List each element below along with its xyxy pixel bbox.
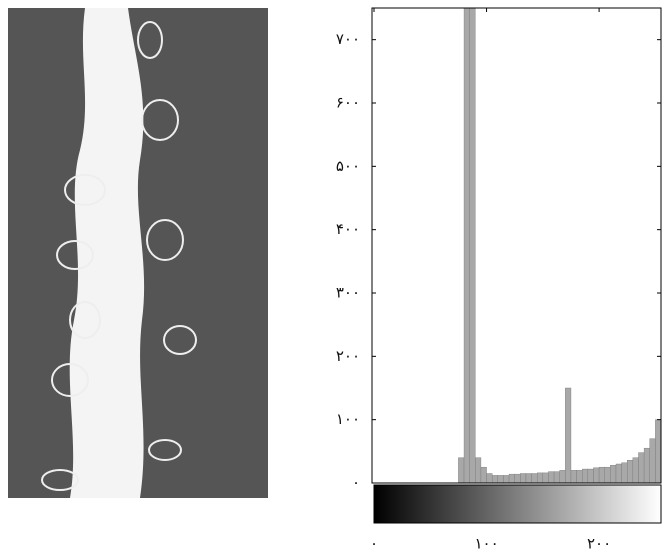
- bar: [643, 447, 650, 483]
- bar: [531, 473, 538, 483]
- colorbar: [373, 484, 662, 524]
- y-tick-label: ۰: [352, 474, 360, 492]
- bar: [542, 472, 549, 483]
- bar: [655, 419, 661, 483]
- bar: [475, 457, 482, 483]
- bar: [576, 470, 583, 483]
- bar: [604, 466, 611, 483]
- bar: [598, 466, 605, 483]
- bar: [593, 467, 600, 483]
- y-tick-label: ۳۰۰: [336, 284, 360, 302]
- bar: [582, 468, 589, 483]
- bar: [621, 462, 628, 483]
- y-tick-label: ۷۰۰: [336, 30, 360, 48]
- bar: [587, 468, 594, 483]
- x-tick-label: ۰: [370, 535, 378, 553]
- bar: [536, 472, 544, 483]
- bar: [508, 473, 515, 483]
- bar: [514, 473, 521, 483]
- bar: [638, 452, 645, 483]
- y-tick-label: ۱۰۰: [336, 410, 360, 428]
- bar: [486, 473, 493, 483]
- bar: [480, 466, 487, 483]
- bar: [469, 8, 476, 483]
- bar: [497, 475, 504, 483]
- bar: [503, 475, 510, 483]
- y-tick-label: ۴۰۰: [336, 220, 360, 238]
- x-tick-label: ۱۰۰: [474, 535, 498, 553]
- bar: [610, 465, 617, 483]
- x-tick-label: ۲۰۰: [587, 535, 611, 553]
- bar: [570, 470, 577, 483]
- bar: [559, 470, 566, 483]
- bars: [458, 8, 661, 483]
- y-tick-label: ۲۰۰: [336, 347, 360, 365]
- y-tick-label: ۶۰۰: [336, 94, 360, 112]
- bar: [525, 473, 532, 483]
- yarn-image: [8, 8, 268, 498]
- bar: [491, 475, 499, 483]
- bar: [627, 460, 634, 483]
- bar: [632, 457, 639, 483]
- bar: [548, 471, 555, 483]
- bar: [458, 457, 465, 483]
- plot-frame: [371, 7, 662, 484]
- bar: [520, 473, 527, 483]
- bar: [649, 438, 656, 483]
- bar: [463, 8, 470, 483]
- bar: [615, 463, 622, 483]
- bar: [553, 471, 560, 483]
- y-tick-label: ۵۰۰: [336, 157, 360, 175]
- bar: [565, 387, 572, 483]
